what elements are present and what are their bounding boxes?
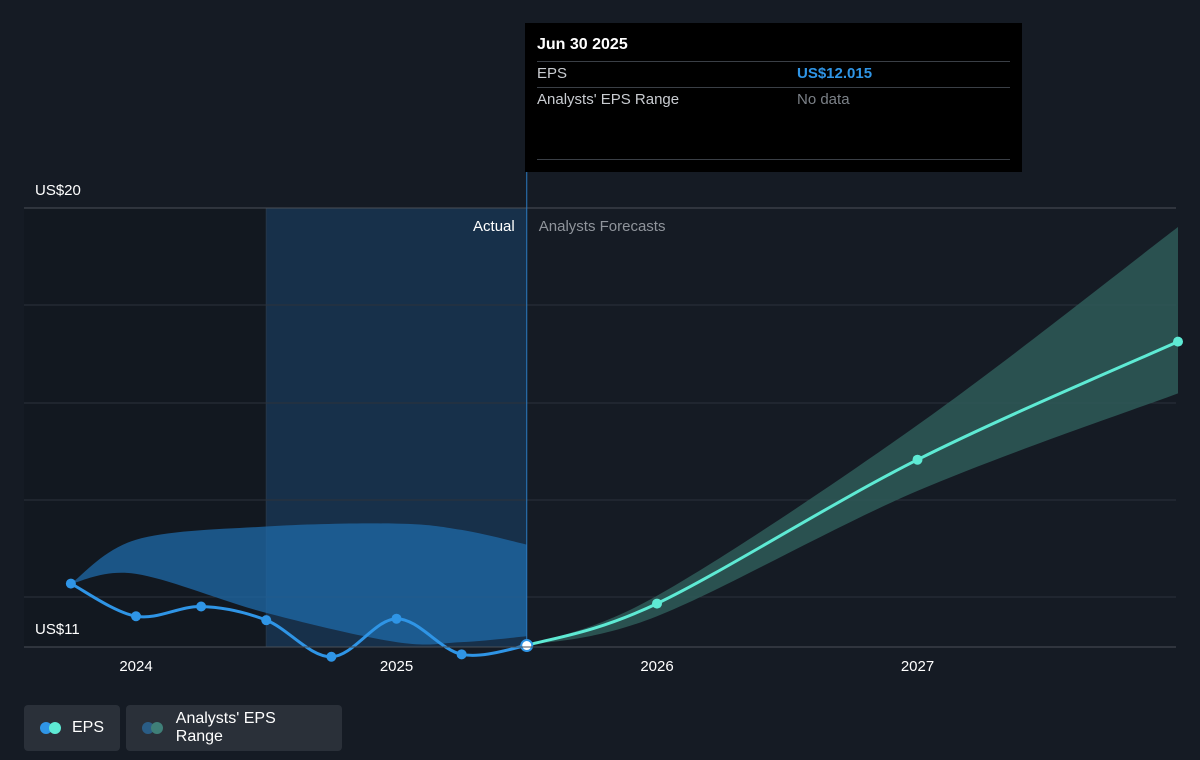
eps-actual-point[interactable] xyxy=(196,601,207,612)
y-axis-bottom-label: US$11 xyxy=(35,621,80,638)
eps-actual-point[interactable] xyxy=(456,649,467,660)
tooltip-eps-label: EPS xyxy=(537,65,568,82)
y-axis-top-label: US$20 xyxy=(35,182,81,199)
legend-range-label: Analysts' EPS Range xyxy=(175,710,276,745)
legend-eps-label: EPS xyxy=(71,719,104,736)
range-legend-icon xyxy=(142,722,166,734)
eps-actual-point[interactable] xyxy=(391,613,402,624)
x-tick-label: 2027 xyxy=(901,658,934,675)
eps-actual-point[interactable] xyxy=(326,651,337,662)
tooltip-date: Jun 30 2025 xyxy=(537,36,628,53)
legend-analysts-eps-range[interactable]: Analysts' EPS Range xyxy=(126,705,342,751)
eps-legend-icon xyxy=(40,722,62,734)
tooltip-range-label: Analysts' EPS Range xyxy=(537,91,680,108)
x-axis-ticks: 2024 2025 2026 2027 xyxy=(119,658,934,675)
hover-tooltip: Jun 30 2025 EPS US$12.015 Analysts' EPS … xyxy=(525,23,1022,172)
eps-current-point[interactable] xyxy=(520,639,534,653)
tooltip-range-row: Analysts' EPS Range No data xyxy=(537,87,1010,113)
tooltip-eps-row: EPS US$12.015 xyxy=(537,61,1010,87)
eps-forecast-line xyxy=(526,340,1179,647)
tooltip-divider xyxy=(537,159,1010,160)
eps-actual-point[interactable] xyxy=(65,578,76,589)
eps-forecast-point[interactable] xyxy=(1173,336,1183,347)
analysts-eps-range-actual-area xyxy=(70,523,527,645)
forecast-section-label: Analysts Forecasts xyxy=(539,218,666,235)
eps-actual-point[interactable] xyxy=(261,615,272,626)
x-tick-label: 2024 xyxy=(119,658,152,675)
tooltip-eps-value: US$12.015 xyxy=(797,65,873,82)
legend-eps[interactable]: EPS xyxy=(24,705,120,751)
eps-actual-point[interactable] xyxy=(131,611,141,622)
x-tick-label: 2026 xyxy=(640,658,673,675)
eps-forecast-point[interactable] xyxy=(912,454,923,465)
tooltip-range-value: No data xyxy=(797,91,850,108)
actual-section-label: Actual xyxy=(473,218,515,235)
x-tick-label: 2025 xyxy=(380,658,413,675)
eps-points xyxy=(65,336,1183,662)
analysts-eps-range-forecast-area xyxy=(526,227,1178,646)
eps-forecast-point[interactable] xyxy=(652,598,662,609)
